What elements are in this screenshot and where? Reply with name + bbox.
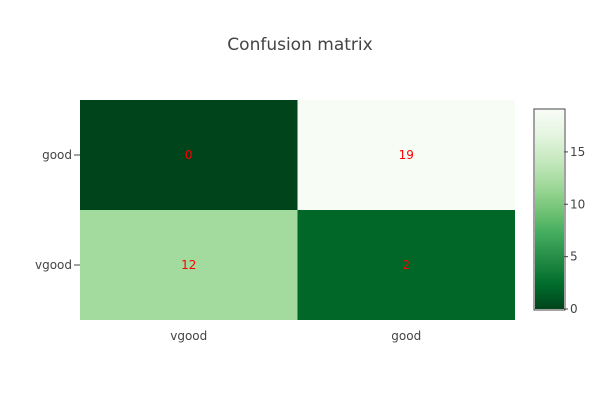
colorbar-tick-label: 0 [570,302,578,316]
cell-value-label: 2 [402,258,410,272]
colorbar-tick-label: 10 [570,197,585,211]
colorbar-tick-label: 15 [570,145,585,159]
heatmap-annotations: 12 2 0 19 [181,148,414,272]
cell-value-label: 0 [185,148,193,162]
x-tick-label: good [391,329,421,343]
heatmap-cells [80,100,515,320]
y-tick-label: good [42,148,72,162]
chart-title: Confusion matrix [227,35,372,55]
colorbar-tick-label: 5 [570,250,578,264]
x-tick-label: vgood [170,329,207,343]
y-tick-label: vgood [35,258,72,272]
cell-value-label: 12 [181,258,196,272]
colorbar-gradient [535,110,564,309]
colorbar: 0 5 10 15 [533,108,585,316]
colorbar-outline [533,108,566,311]
heatmap-cell-good-good[interactable] [297,100,516,210]
heatmap-cell-vgood-vgood[interactable] [80,210,298,320]
heatmap-cell-vgood-good[interactable] [297,210,516,320]
x-axis-ticks: vgood good [170,329,421,343]
y-axis-ticks: vgood good [35,148,80,272]
heatmap-cell-good-vgood[interactable] [80,100,298,210]
cell-value-label: 19 [399,148,414,162]
